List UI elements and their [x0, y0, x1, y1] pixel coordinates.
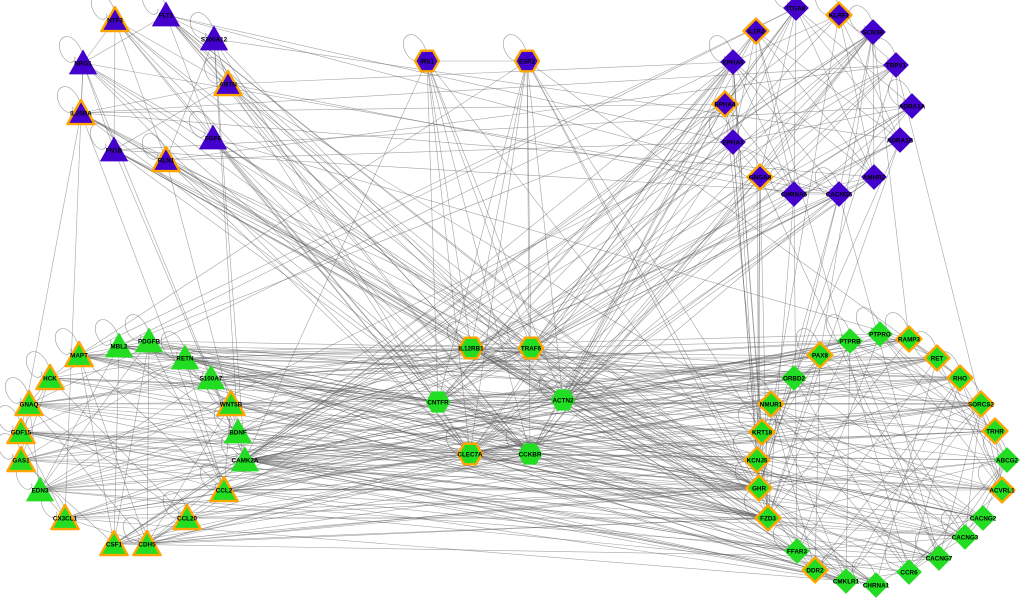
svg-text:CACNG5: CACNG5: [826, 192, 853, 199]
svg-text:HCK: HCK: [43, 376, 57, 383]
svg-text:CSF1: CSF1: [106, 542, 123, 549]
svg-text:ARTN: ARTN: [219, 82, 237, 89]
svg-text:NMUR1: NMUR1: [760, 402, 783, 409]
svg-text:AMHR2: AMHR2: [863, 175, 886, 182]
svg-text:MAPT: MAPT: [70, 353, 88, 360]
svg-text:GNAQ: GNAQ: [20, 402, 39, 409]
svg-text:PTPRO: PTPRO: [869, 332, 891, 339]
svg-text:RET: RET: [931, 356, 944, 363]
svg-text:FN1B: FN1B: [106, 148, 123, 155]
svg-text:CLEC7A: CLEC7A: [457, 452, 483, 459]
svg-text:EPHA5: EPHA5: [723, 60, 744, 67]
svg-text:FGF6: FGF6: [205, 136, 222, 143]
svg-text:SORCS2: SORCS2: [968, 402, 994, 409]
svg-text:GNGA8: GNGA8: [749, 175, 772, 182]
svg-text:CX3CL1: CX3CL1: [53, 516, 78, 523]
svg-text:RAMP3: RAMP3: [898, 337, 921, 344]
svg-text:IRS1: IRS1: [420, 59, 434, 66]
svg-text:KCNJ5: KCNJ5: [747, 458, 768, 465]
svg-text:FLT1: FLT1: [159, 13, 174, 20]
svg-text:CHRNA1: CHRNA1: [863, 583, 890, 590]
svg-text:TRPV1: TRPV1: [886, 63, 907, 70]
svg-text:ITGA8: ITGA8: [787, 6, 806, 13]
svg-text:EDN3: EDN3: [32, 488, 49, 495]
svg-text:NTF3: NTF3: [107, 18, 123, 25]
svg-text:CHRNA5: CHRNA5: [781, 192, 808, 199]
svg-text:IL20RA: IL20RA: [70, 111, 92, 118]
svg-text:CACNG7: CACNG7: [926, 556, 953, 563]
svg-text:CACNG2: CACNG2: [970, 516, 997, 523]
svg-text:PDGFB: PDGFB: [138, 339, 160, 346]
svg-text:RHO: RHO: [953, 376, 967, 383]
svg-text:EPHA4: EPHA4: [715, 102, 736, 109]
svg-text:ABCG2: ABCG2: [996, 458, 1019, 465]
svg-text:CACNG3: CACNG3: [952, 535, 979, 542]
svg-text:FZD3: FZD3: [760, 516, 776, 523]
svg-text:TRAF6: TRAF6: [521, 346, 542, 353]
svg-text:IL1R2: IL1R2: [747, 29, 765, 36]
svg-text:TRHR: TRHR: [986, 429, 1004, 436]
svg-text:KLRF1: KLRF1: [829, 13, 850, 20]
svg-text:CNTFR: CNTFR: [427, 400, 449, 407]
svg-text:IL12RB1: IL12RB1: [458, 346, 484, 353]
svg-text:RLN1: RLN1: [158, 158, 175, 165]
svg-text:PTPRB: PTPRB: [839, 339, 861, 346]
svg-text:ADRA1A: ADRA1A: [899, 104, 926, 111]
svg-text:CDH5: CDH5: [138, 542, 156, 549]
svg-text:GDF15: GDF15: [11, 430, 32, 437]
svg-text:S100A7: S100A7: [200, 376, 223, 383]
svg-text:BDNF: BDNF: [229, 430, 247, 437]
svg-text:CCKBR: CCKBR: [519, 452, 542, 459]
svg-text:PAX8: PAX8: [812, 353, 828, 360]
svg-text:MBL2: MBL2: [110, 344, 128, 351]
svg-text:RETN: RETN: [176, 356, 194, 363]
svg-text:ACTN2: ACTN2: [553, 398, 574, 405]
svg-text:GAS1: GAS1: [12, 458, 30, 465]
svg-text:CAMK2A: CAMK2A: [232, 458, 259, 465]
svg-text:FFAR3: FFAR3: [787, 549, 807, 556]
svg-text:CCR6: CCR6: [900, 570, 918, 577]
svg-text:CCL20: CCL20: [177, 516, 197, 523]
svg-text:EPHA3: EPHA3: [723, 140, 744, 147]
svg-text:ADRA1B: ADRA1B: [887, 138, 914, 145]
svg-text:GHR: GHR: [752, 486, 766, 493]
svg-text:NRG1: NRG1: [74, 61, 92, 68]
svg-text:S100A12: S100A12: [201, 37, 228, 44]
svg-text:SCN3B: SCN3B: [862, 30, 884, 37]
svg-text:CCL2: CCL2: [216, 488, 233, 495]
svg-text:ACVRL1: ACVRL1: [989, 488, 1015, 495]
svg-text:ORBD2: ORBD2: [783, 376, 806, 383]
svg-text:CMKLR1: CMKLR1: [833, 579, 860, 586]
svg-text:DDR2: DDR2: [806, 568, 824, 575]
svg-text:KRT18: KRT18: [752, 430, 772, 437]
svg-text:ESR2: ESR2: [519, 59, 536, 66]
svg-text:WNT5B: WNT5B: [220, 402, 243, 409]
